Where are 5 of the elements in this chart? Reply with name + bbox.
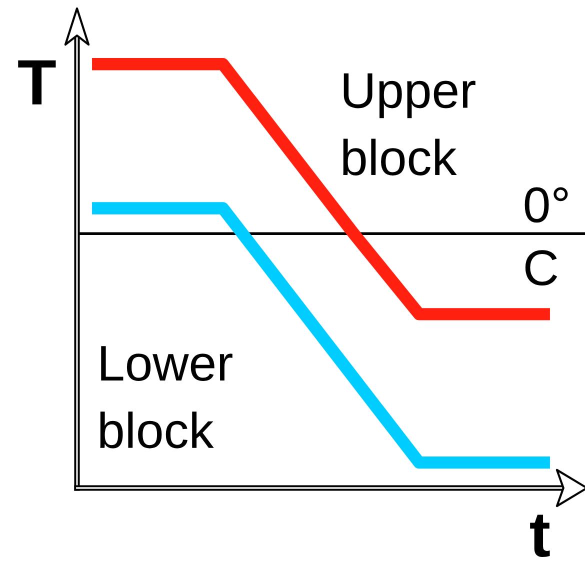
series-label: Lower block bbox=[100, 346, 232, 448]
x-axis-title: t bbox=[530, 514, 550, 558]
y-axis-title: T bbox=[18, 60, 56, 104]
ref-line-label: 0° C bbox=[524, 187, 568, 286]
series-label: Upper block bbox=[343, 73, 476, 176]
